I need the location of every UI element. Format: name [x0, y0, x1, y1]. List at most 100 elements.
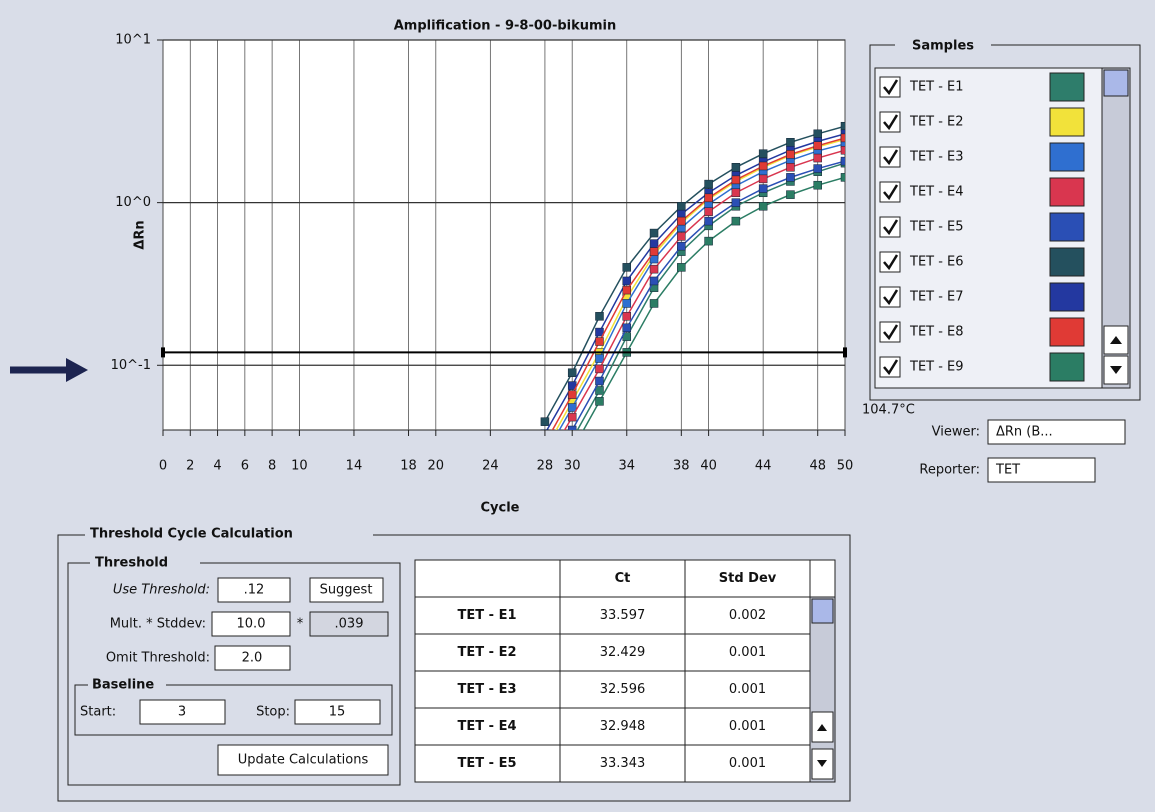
sample-name: TET - E1	[909, 80, 964, 95]
series-marker	[595, 365, 603, 373]
x-tick-label: 28	[537, 459, 554, 474]
temperature: 104.7°C	[862, 403, 915, 418]
sample-color-swatch[interactable]	[1050, 318, 1084, 346]
x-tick-label: 20	[428, 459, 445, 474]
series-marker	[595, 338, 603, 346]
threshold-group-title: Threshold	[95, 556, 168, 571]
table-cell: 0.001	[729, 719, 766, 734]
series-marker	[677, 217, 685, 225]
series-marker	[595, 312, 603, 320]
row-header: TET - E4	[458, 719, 517, 734]
series-marker	[814, 181, 822, 189]
series-marker	[650, 265, 658, 273]
x-tick-label: 44	[755, 459, 772, 474]
table-cell: 32.948	[600, 719, 646, 734]
field-label: Start:	[80, 705, 116, 720]
sample-color-swatch[interactable]	[1050, 353, 1084, 381]
viewer-value: ΔRn (B...	[996, 425, 1053, 440]
table-cell: 32.596	[600, 682, 646, 697]
series-marker	[650, 240, 658, 248]
field-value: 3	[178, 705, 186, 720]
series-marker	[732, 163, 740, 171]
series-marker	[814, 165, 822, 173]
series-marker	[759, 175, 767, 183]
field-value: 10.0	[237, 617, 266, 632]
field-value: .12	[244, 583, 265, 598]
series-marker	[568, 413, 576, 421]
x-tick-label: 4	[213, 459, 221, 474]
series-marker	[623, 299, 631, 307]
sample-color-swatch[interactable]	[1050, 73, 1084, 101]
calc-title: Threshold Cycle Calculation	[90, 527, 293, 542]
series-marker	[677, 242, 685, 250]
x-tick-label: 38	[673, 459, 690, 474]
series-marker	[568, 369, 576, 377]
series-marker	[705, 194, 713, 202]
series-marker	[759, 150, 767, 158]
sample-name: TET - E4	[909, 185, 964, 200]
x-axis-label: Cycle	[481, 501, 520, 516]
sample-name: TET - E5	[909, 220, 964, 235]
series-marker	[786, 191, 794, 199]
series-marker	[623, 286, 631, 294]
scroll-thumb[interactable]	[1104, 70, 1128, 96]
row-header: TET - E5	[458, 756, 517, 771]
series-marker	[732, 217, 740, 225]
field-label: Use Threshold:	[113, 583, 210, 598]
chart-title: Amplification - 9-8-00-bikumin	[394, 19, 617, 34]
plot-area	[163, 40, 845, 430]
sample-color-swatch[interactable]	[1050, 213, 1084, 241]
page: Amplification - 9-8-00-bikumin ΔRn Cycle 0 2…	[0, 0, 1155, 812]
series-marker	[759, 162, 767, 170]
table-cell: 33.343	[600, 756, 646, 771]
scroll-thumb[interactable]	[812, 599, 833, 623]
series-marker	[595, 386, 603, 394]
x-tick-label: 0	[159, 459, 167, 474]
table-cell: 32.429	[600, 645, 646, 660]
column-header: Ct	[615, 571, 631, 586]
x-tick-label: 30	[564, 459, 581, 474]
field-label: Mult. * Stddev:	[110, 617, 206, 632]
x-tick-label: 2	[186, 459, 194, 474]
reporter-value: TET	[995, 463, 1020, 478]
series-marker	[814, 142, 822, 150]
sample-color-swatch[interactable]	[1050, 178, 1084, 206]
series-marker	[650, 277, 658, 285]
series-marker	[595, 377, 603, 385]
y-axis-label: ΔRn	[133, 220, 148, 249]
x-tick-label: 8	[268, 459, 276, 474]
series-marker	[814, 130, 822, 138]
sample-color-swatch[interactable]	[1050, 143, 1084, 171]
table-cell: 0.001	[729, 756, 766, 771]
sample-color-swatch[interactable]	[1050, 248, 1084, 276]
y-tick-label: 10^0	[115, 195, 151, 210]
series-marker	[786, 150, 794, 158]
button-label: Update Calculations	[238, 753, 369, 768]
operator: *	[297, 617, 304, 632]
x-tick-label: 10	[291, 459, 308, 474]
sample-color-swatch[interactable]	[1050, 108, 1084, 136]
series-marker	[541, 418, 549, 426]
y-tick-label: 10^1	[115, 33, 151, 48]
x-tick-label: 18	[400, 459, 417, 474]
x-tick-label: 48	[809, 459, 826, 474]
screen: Amplification - 9-8-00-bikumin ΔRn Cycle 0 2…	[0, 0, 1155, 812]
series-marker	[677, 202, 685, 210]
reporter-label: Reporter:	[919, 463, 980, 478]
sample-color-swatch[interactable]	[1050, 283, 1084, 311]
series-marker	[759, 185, 767, 193]
series-marker	[677, 232, 685, 240]
sample-name: TET - E7	[909, 290, 964, 305]
threshold-handle[interactable]	[161, 347, 165, 357]
threshold-handle[interactable]	[843, 347, 847, 357]
series-marker	[568, 404, 576, 412]
field-value: 15	[329, 705, 346, 720]
samples-title: Samples	[912, 39, 974, 54]
series-marker	[705, 208, 713, 216]
field-value: .039	[335, 617, 364, 632]
series-marker	[786, 138, 794, 146]
column-header: Std Dev	[719, 571, 777, 586]
series-marker	[623, 263, 631, 271]
series-marker	[650, 299, 658, 307]
row-header: TET - E3	[458, 682, 517, 697]
